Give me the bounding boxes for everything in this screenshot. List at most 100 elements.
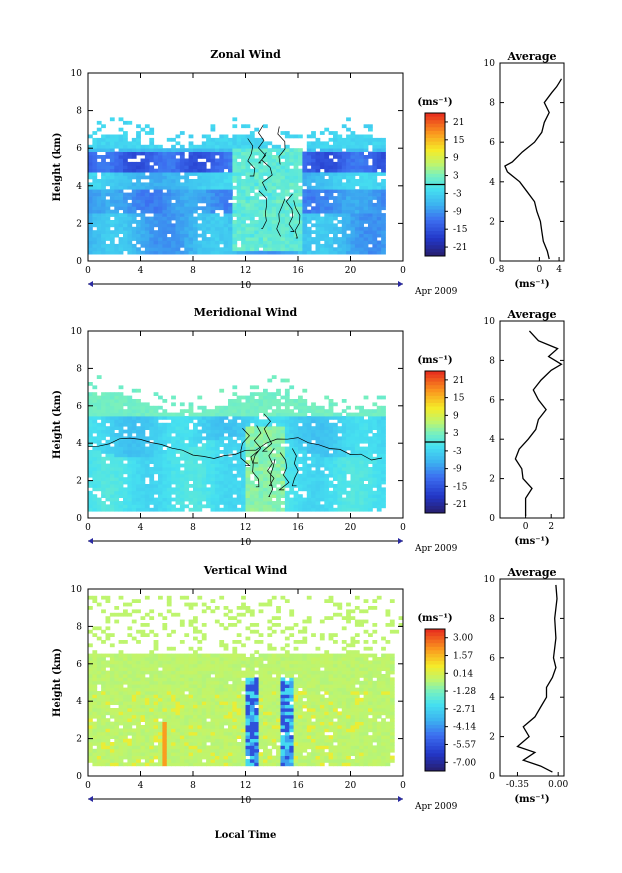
heatmap-cell [359, 422, 364, 427]
heatmap-cell [88, 405, 93, 410]
heatmap-cell [271, 189, 277, 193]
heatmap-cell [96, 144, 102, 149]
heatmap-cell [219, 470, 225, 475]
heatmap-cell [381, 422, 386, 427]
heatmap-cell [302, 172, 308, 176]
heatmap-cell [179, 480, 185, 485]
heatmap-cell [381, 233, 386, 238]
heatmap-cell [368, 416, 373, 420]
y-tick-label: 4 [76, 182, 82, 192]
heatmap-cell [131, 168, 137, 173]
heatmap-cell [140, 223, 146, 228]
heatmap-cell [158, 206, 163, 211]
heatmap-cell [315, 161, 321, 166]
heatmap-cell [188, 443, 194, 447]
heatmap-cell [249, 443, 255, 447]
heatmap-cell [376, 436, 382, 441]
heatmap-cell [363, 189, 369, 193]
heatmap-cell [92, 422, 98, 427]
heatmap-cell [127, 711, 133, 716]
heatmap-cell [263, 453, 268, 458]
heatmap-cell [271, 507, 277, 512]
heatmap-cell [363, 124, 369, 129]
heatmap-cell [372, 501, 378, 505]
heatmap-cell [254, 463, 260, 468]
heatmap-cell [140, 704, 146, 709]
heatmap-cell [267, 206, 273, 211]
heatmap-cell [101, 199, 106, 204]
heatmap-cell [263, 189, 268, 193]
heatmap-cell [144, 148, 150, 152]
heatmap-cell [136, 501, 141, 505]
heatmap-cell [88, 247, 93, 252]
heatmap-cell [175, 439, 181, 444]
heatmap-cell [123, 640, 128, 644]
heatmap-cell [127, 419, 133, 424]
heatmap-cell [223, 436, 229, 441]
heatmap-cell [127, 687, 133, 692]
heatmap-cell [306, 175, 312, 180]
heatmap-cell [136, 691, 141, 695]
heatmap-cell [171, 137, 176, 142]
heatmap-cell [271, 439, 277, 444]
heatmap-cell [337, 507, 343, 512]
heatmap-cell [171, 196, 176, 200]
heatmap-cell [363, 175, 369, 180]
heatmap-cell [368, 487, 373, 492]
heatmap-cell [175, 182, 181, 187]
heatmap-cell [149, 206, 155, 211]
heatmap-cell [228, 497, 233, 502]
heatmap-cell [149, 179, 155, 183]
heatmap-cell [241, 250, 246, 255]
heatmap-cell [223, 199, 229, 204]
heatmap-cell [306, 141, 312, 146]
heatmap-cell [228, 484, 233, 488]
heatmap-cell [337, 467, 343, 471]
heatmap-cell [88, 185, 93, 190]
heatmap-cell [171, 250, 176, 255]
date-bar-arrow [88, 538, 93, 544]
heatmap-cell [258, 233, 264, 238]
heatmap-cell [359, 250, 364, 255]
heatmap-cell [88, 755, 93, 760]
heatmap-cell [136, 742, 141, 746]
heatmap-cell [276, 443, 281, 447]
heatmap-cell [179, 450, 185, 454]
heatmap-cell [114, 179, 120, 183]
heatmap-cell [131, 691, 137, 695]
heatmap-cell [92, 456, 98, 461]
heatmap-cell [359, 233, 364, 238]
heatmap-cell [184, 223, 190, 228]
heatmap-cell [298, 439, 303, 444]
heatmap-cell [333, 233, 338, 238]
heatmap-cell [333, 473, 338, 478]
heatmap-cell [92, 450, 98, 454]
heatmap-cell [223, 141, 229, 146]
heatmap-cell [258, 148, 264, 152]
heatmap-cell [311, 450, 316, 454]
heatmap-cell [354, 497, 360, 502]
heatmap-cell [123, 680, 128, 685]
heatmap-cell [328, 216, 334, 221]
heatmap-cell [131, 429, 137, 434]
heatmap-cell [144, 745, 150, 750]
heatmap-cell [158, 213, 163, 217]
heatmap-cell [324, 501, 330, 505]
heatmap-cell [153, 155, 159, 159]
heatmap-cell [346, 237, 351, 241]
heatmap-cell [140, 419, 146, 424]
heatmap-cell [188, 172, 194, 176]
heatmap-cell [193, 165, 198, 170]
heatmap-cell [315, 209, 321, 214]
heatmap-cell [136, 175, 141, 180]
heatmap-cell [319, 209, 325, 214]
heatmap-cell [210, 433, 216, 437]
heatmap-cell [346, 141, 351, 146]
heatmap-cell [166, 439, 172, 444]
heatmap-cell [166, 446, 172, 451]
heatmap-cell [158, 412, 163, 417]
colorbar-swatch [425, 402, 445, 407]
heatmap-cell [258, 199, 264, 204]
heatmap-cell [92, 487, 98, 492]
heatmap-cell [315, 172, 321, 176]
